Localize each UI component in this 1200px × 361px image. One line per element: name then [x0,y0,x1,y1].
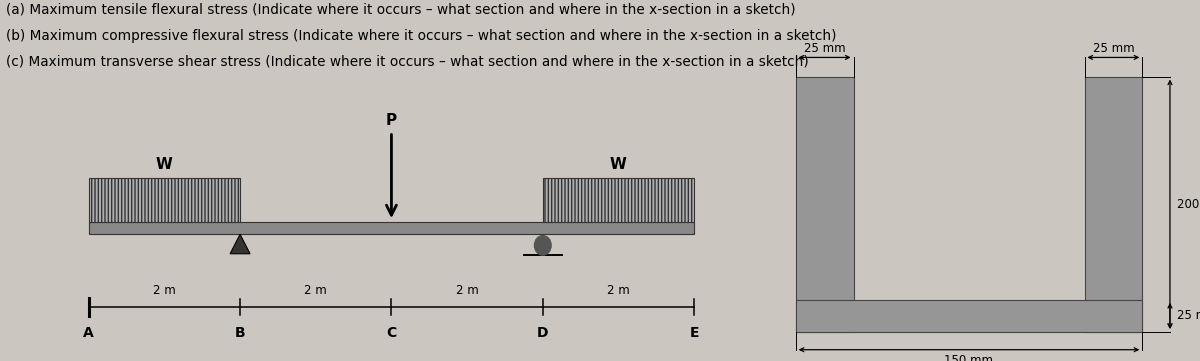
Text: C: C [386,326,396,340]
Text: 25 mm: 25 mm [1177,309,1200,322]
Text: 2 m: 2 m [607,284,630,297]
Text: 2 m: 2 m [154,284,175,297]
Text: 25 mm: 25 mm [1092,42,1134,55]
Text: (b) Maximum compressive flexural stress (Indicate where it occurs – what section: (b) Maximum compressive flexural stress … [6,29,836,43]
Text: 25 mm: 25 mm [804,42,846,55]
Text: D: D [538,326,548,340]
Text: B: B [235,326,245,340]
Text: 150 mm: 150 mm [944,353,994,361]
Circle shape [534,236,551,255]
Text: (c) Maximum transverse shear stress (Indicate where it occurs – what section and: (c) Maximum transverse shear stress (Ind… [6,55,809,69]
Text: (a) Maximum tensile flexural stress (Indicate where it occurs – what section and: (a) Maximum tensile flexural stress (Ind… [6,3,796,16]
Text: 2 m: 2 m [456,284,479,297]
Text: W: W [610,157,626,172]
Bar [89,222,694,234]
Text: E: E [690,326,698,340]
Polygon shape [230,234,250,254]
Bar [796,77,853,332]
Text: 200 mm: 200 mm [1177,198,1200,211]
Text: W: W [156,157,173,172]
Bar [1085,77,1142,332]
Text: 2 m: 2 m [305,284,328,297]
Text: P: P [386,113,397,128]
Bar [89,178,240,222]
Bar [542,178,694,222]
Text: A: A [83,326,94,340]
Bar [796,300,1142,332]
